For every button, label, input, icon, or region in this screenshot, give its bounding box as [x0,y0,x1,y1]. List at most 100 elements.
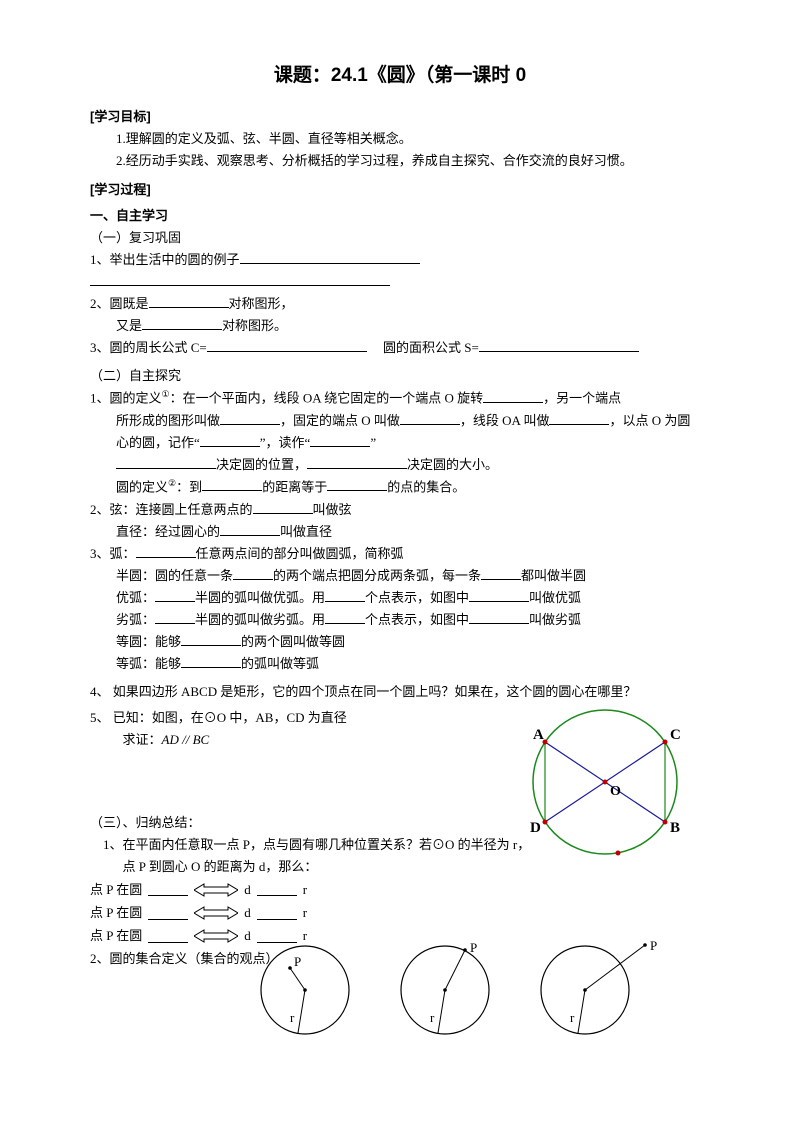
objectives-heading: [学习目标] [90,106,710,128]
t: ，线段 OA 叫做 [460,413,550,428]
b [155,611,195,624]
t: ” [370,435,376,450]
chord-line: 2、弦：连接圆上任意两点的叫做弦 [90,499,710,521]
label-O: O [610,784,621,799]
b [253,501,313,514]
q2a-blank [149,295,229,308]
q2-line-a: 2、圆既是 对称图形， [90,293,710,315]
t: 决定圆的位置， [216,457,307,472]
t: 劣弧： [116,612,155,627]
b [148,907,188,920]
b [549,412,609,425]
b [155,589,195,602]
label-r: r [430,1010,435,1025]
def1-a-tail: ，另一个端点 [543,391,621,406]
t: 的距离等于 [262,479,327,494]
t: 优弧： [116,590,155,605]
label-r: r [290,1010,295,1025]
b [481,567,521,580]
sup-1: ① [162,389,170,399]
def1-line-d: 决定圆的位置， 决定圆的大小。 [90,454,710,476]
q2a-pre: 2、圆既是 [90,296,149,311]
t: 个点表示，如图中 [365,590,469,605]
label-A: A [533,727,544,743]
t: ，以点 O 为圆 [609,413,690,428]
circle-diagram: A C D B O [500,697,700,867]
t: 都叫做半圆 [521,568,586,583]
t: 圆的定义 [116,479,168,494]
t: 3、弧： [90,546,136,561]
t: 点 P 在圆 [90,902,142,924]
label-C: C [670,727,681,743]
b [220,412,280,425]
label-P: P [294,954,301,969]
rel-row-1: 点 P 在圆 dr [90,879,307,901]
b [257,907,297,920]
objective-1: 1.理解圆的定义及弧、弦、半圆、直径等相关概念。 [116,128,710,150]
math-adbc: AD // BC [162,732,210,747]
def1-a-post: ：在一个平面内，线段 OA 绕它固定的一个端点 O 旋转 [170,391,483,406]
q3-line: 3、圆的周长公式 C= 圆的面积公式 S= [90,337,710,359]
label-B: B [670,820,680,836]
q1-line: 1、举出生活中的圆的例子 [90,249,710,271]
t: 叫做优弧 [529,590,581,605]
t: 半圆的弧叫做优弧。用 [195,590,325,605]
t: 的两个端点把圆分成两条弧，每一条 [273,568,481,583]
b [469,611,529,624]
t: 半圆的弧叫做劣弧。用 [195,612,325,627]
review-heading: （一）复习巩固 [90,227,710,249]
def2-line: 圆的定义②：到的距离等于的点的集合。 [90,476,710,498]
objective-2: 2.经历动手实践、观察思考、分析概括的学习过程，养成自主探究、合作交流的良好习惯… [116,150,710,172]
t: 所形成的图形叫做 [116,413,220,428]
equal-circle-line: 等圆：能够的两个圆叫做等圆 [90,631,710,653]
q3b-pre: 圆的面积公式 S= [383,340,479,355]
q1-blank [240,251,420,264]
b [181,655,241,668]
t: 叫做劣弧 [529,612,581,627]
q2b-post: 对称图形。 [222,318,287,333]
t: 任意两点间的部分叫做圆弧，简称弧 [196,546,404,561]
b [116,456,216,469]
equal-arc-line: 等弧：能够 的弧叫做等弧 [90,653,710,675]
q2b-blank [142,317,222,330]
q3a-blank [207,339,367,352]
t: 求证： [123,732,162,747]
t: 个点表示，如图中 [365,612,469,627]
label-P: P [470,940,477,955]
circle-inside: P r [250,940,360,1040]
q3a-pre: 3、圆的周长公式 C= [90,340,207,355]
q1-blank2 [90,273,390,286]
b [148,930,188,943]
circle-on: P r [390,940,500,1040]
circle-outside: P r [530,940,660,1040]
q2-line-b: 又是对称图形。 [90,315,710,337]
b [483,390,543,403]
b [257,883,297,896]
q3b-blank [479,339,639,352]
b [233,567,273,580]
label-P: P [650,940,657,953]
explore-heading: （二）自主探究 [90,365,710,387]
double-arrow-icon [194,906,238,920]
t: r [303,902,307,924]
def1-line-b: 所形成的图形叫做 ，固定的端点 O 叫做 ，线段 OA 叫做 ，以点 O 为圆 [90,410,710,432]
double-arrow-icon [194,883,238,897]
three-circles-diagram: P r P r P r [250,940,710,1040]
t: 点 P 在圆 [90,879,142,901]
b [181,633,241,646]
self-study-heading: 一、自主学习 [90,205,710,227]
b [200,434,260,447]
q1-pre: 1、举出生活中的圆的例子 [90,252,240,267]
t: 半圆：圆的任意一条 [116,568,233,583]
minor-arc-line: 劣弧： 半圆的弧叫做劣弧。用 个点表示，如图中 叫做劣弧 [90,609,710,631]
q2a-post: 对称图形， [229,296,294,311]
t: 的弧叫做等弧 [241,656,319,671]
t: 决定圆的大小。 [407,457,498,472]
def1-line-a: 1、圆的定义①：在一个平面内，线段 OA 绕它固定的一个端点 O 旋转，另一个端… [90,387,710,409]
label-r: r [570,1010,575,1025]
t: 等弧：能够 [116,656,181,671]
t: ：到 [176,479,202,494]
rel-row-2: 点 P 在圆 dr [90,902,307,924]
t: ，固定的端点 O 叫做 [280,413,400,428]
b [307,456,407,469]
